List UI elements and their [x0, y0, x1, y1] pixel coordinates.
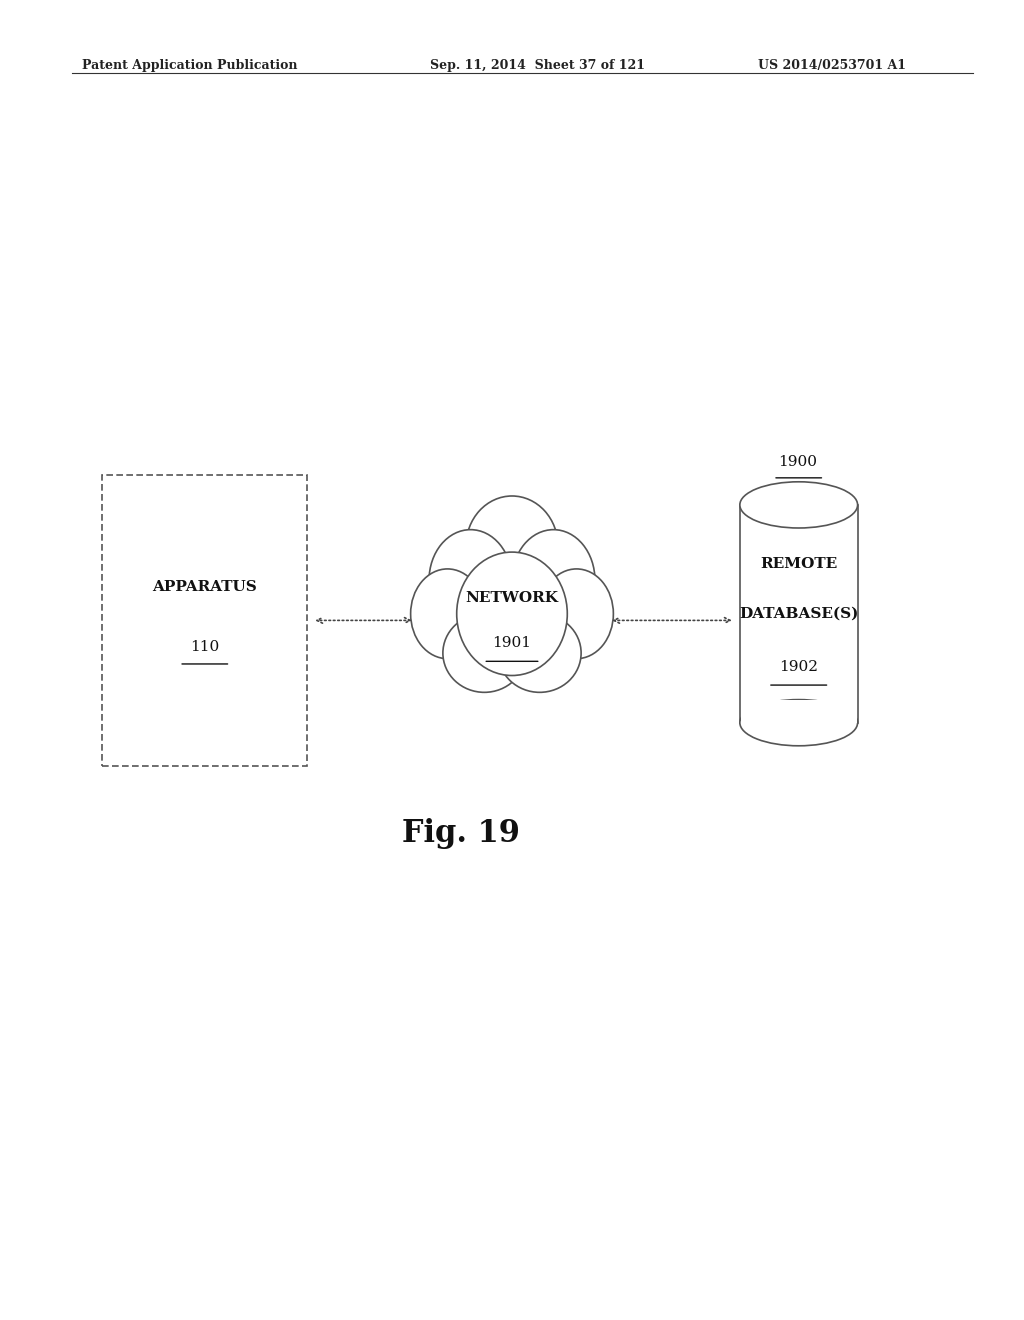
Text: 1900: 1900	[778, 454, 817, 469]
Ellipse shape	[512, 529, 595, 631]
Ellipse shape	[739, 482, 858, 528]
Text: 1902: 1902	[779, 660, 818, 673]
Ellipse shape	[429, 529, 512, 631]
Ellipse shape	[499, 614, 582, 692]
Text: APPARATUS: APPARATUS	[153, 581, 257, 594]
Text: Patent Application Publication: Patent Application Publication	[82, 59, 297, 73]
Ellipse shape	[411, 569, 484, 659]
Polygon shape	[739, 504, 858, 722]
FancyBboxPatch shape	[102, 475, 307, 766]
Polygon shape	[741, 700, 856, 722]
Text: 110: 110	[190, 640, 219, 653]
Text: US 2014/0253701 A1: US 2014/0253701 A1	[758, 59, 906, 73]
Ellipse shape	[457, 552, 567, 676]
Text: DATABASE(S): DATABASE(S)	[739, 607, 858, 620]
Ellipse shape	[540, 569, 613, 659]
Text: NETWORK: NETWORK	[466, 591, 558, 605]
Text: REMOTE: REMOTE	[760, 557, 838, 570]
Text: Sep. 11, 2014  Sheet 37 of 121: Sep. 11, 2014 Sheet 37 of 121	[430, 59, 645, 73]
Ellipse shape	[739, 700, 858, 746]
Text: 1901: 1901	[493, 636, 531, 649]
Text: Fig. 19: Fig. 19	[401, 818, 520, 849]
Ellipse shape	[466, 496, 558, 597]
Ellipse shape	[442, 614, 526, 692]
